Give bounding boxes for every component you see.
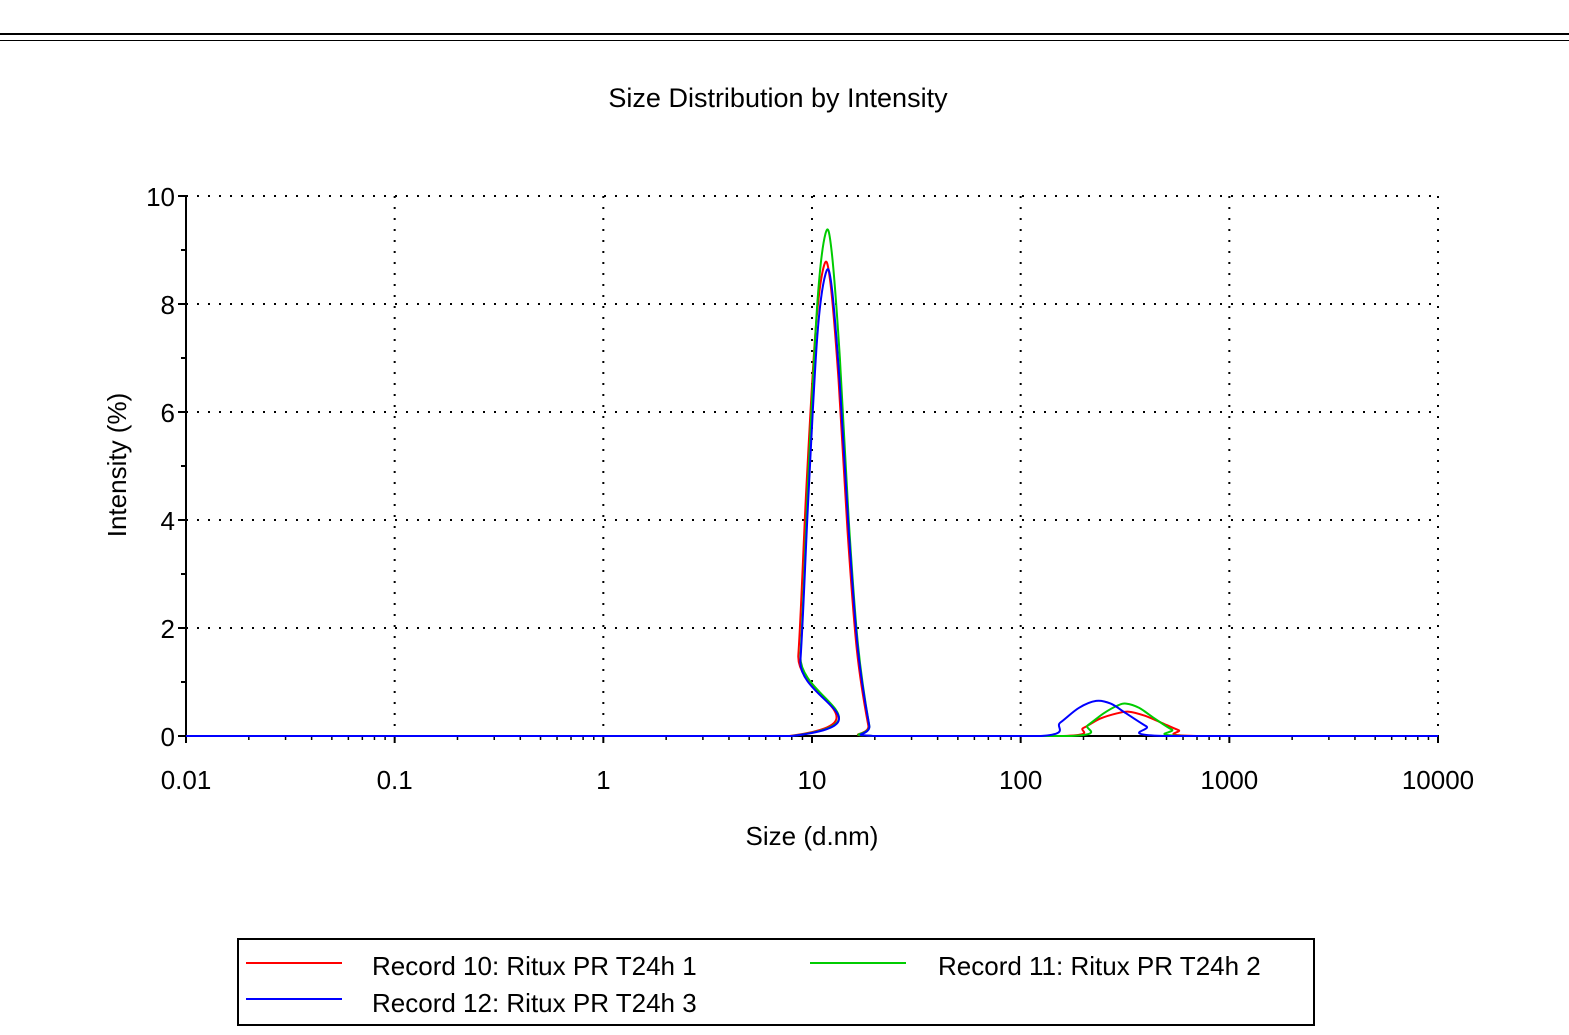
y-tick-label: 0 (161, 722, 175, 752)
legend-label-record-12: Record 12: Ritux PR T24h 3 (372, 988, 697, 1018)
grid (185, 195, 1439, 736)
series-line-3 (186, 268, 1438, 738)
y-tick-label: 2 (161, 614, 175, 644)
x-axis-label: Size (d.nm) (746, 821, 879, 851)
x-tick-label: 0.1 (377, 765, 413, 795)
x-tick-label: 100 (999, 765, 1042, 795)
tick-labels: 0 2 4 6 8 10 0.01 0.1 1 10 100 1000 10000 (146, 182, 1474, 795)
top-rule (0, 33, 1569, 35)
y-tick-label: 4 (161, 506, 175, 536)
legend-label-record-11: Record 11: Ritux PR T24h 2 (938, 951, 1261, 981)
legend: Record 10: Ritux PR T24h 1 Record 11: Ri… (237, 938, 1315, 1026)
top-rule-thin (0, 40, 1569, 41)
y-tick-label: 8 (161, 290, 175, 320)
x-tick-label: 1 (596, 765, 610, 795)
series-line-1 (186, 260, 1438, 738)
legend-label-record-10: Record 10: Ritux PR T24h 1 (372, 951, 697, 981)
x-tick-label: 0.01 (161, 765, 212, 795)
x-tick-label: 1000 (1200, 765, 1258, 795)
series-lines (186, 228, 1438, 738)
y-tick-label: 10 (146, 182, 175, 212)
y-tick-label: 6 (161, 398, 175, 428)
x-tick-label: 10000 (1402, 765, 1474, 795)
legend-box (237, 938, 1315, 1026)
x-tick-label: 10 (798, 765, 827, 795)
chart-title: Size Distribution by Intensity (608, 83, 948, 113)
y-axis-label: Intensity (%) (102, 393, 132, 538)
